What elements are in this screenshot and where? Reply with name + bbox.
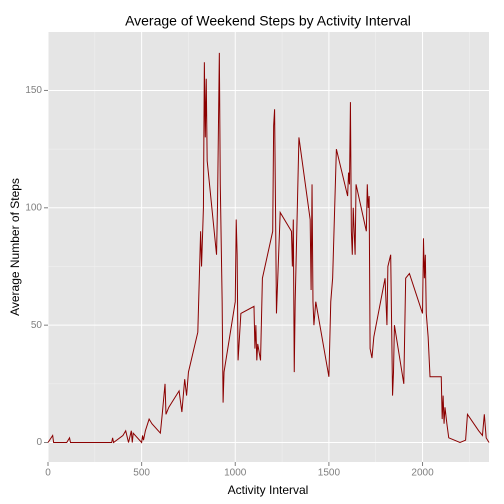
x-tick-label: 1500 xyxy=(318,468,341,479)
y-tick-label: 150 xyxy=(25,85,42,96)
y-tick-label: 50 xyxy=(31,320,43,331)
x-tick-label: 1000 xyxy=(224,468,247,479)
chart-title: Average of Weekend Steps by Activity Int… xyxy=(125,13,411,29)
y-tick-label: 100 xyxy=(25,202,42,213)
y-tick-label: 0 xyxy=(36,437,42,448)
x-tick-label: 0 xyxy=(45,468,51,479)
x-tick-label: 500 xyxy=(133,468,150,479)
data-line xyxy=(47,52,490,444)
plot-background xyxy=(48,32,489,462)
y-axis-title: Average Number of Steps xyxy=(8,178,22,316)
x-tick-label: 2000 xyxy=(411,468,434,479)
x-axis-title: Activity Interval xyxy=(228,483,309,497)
